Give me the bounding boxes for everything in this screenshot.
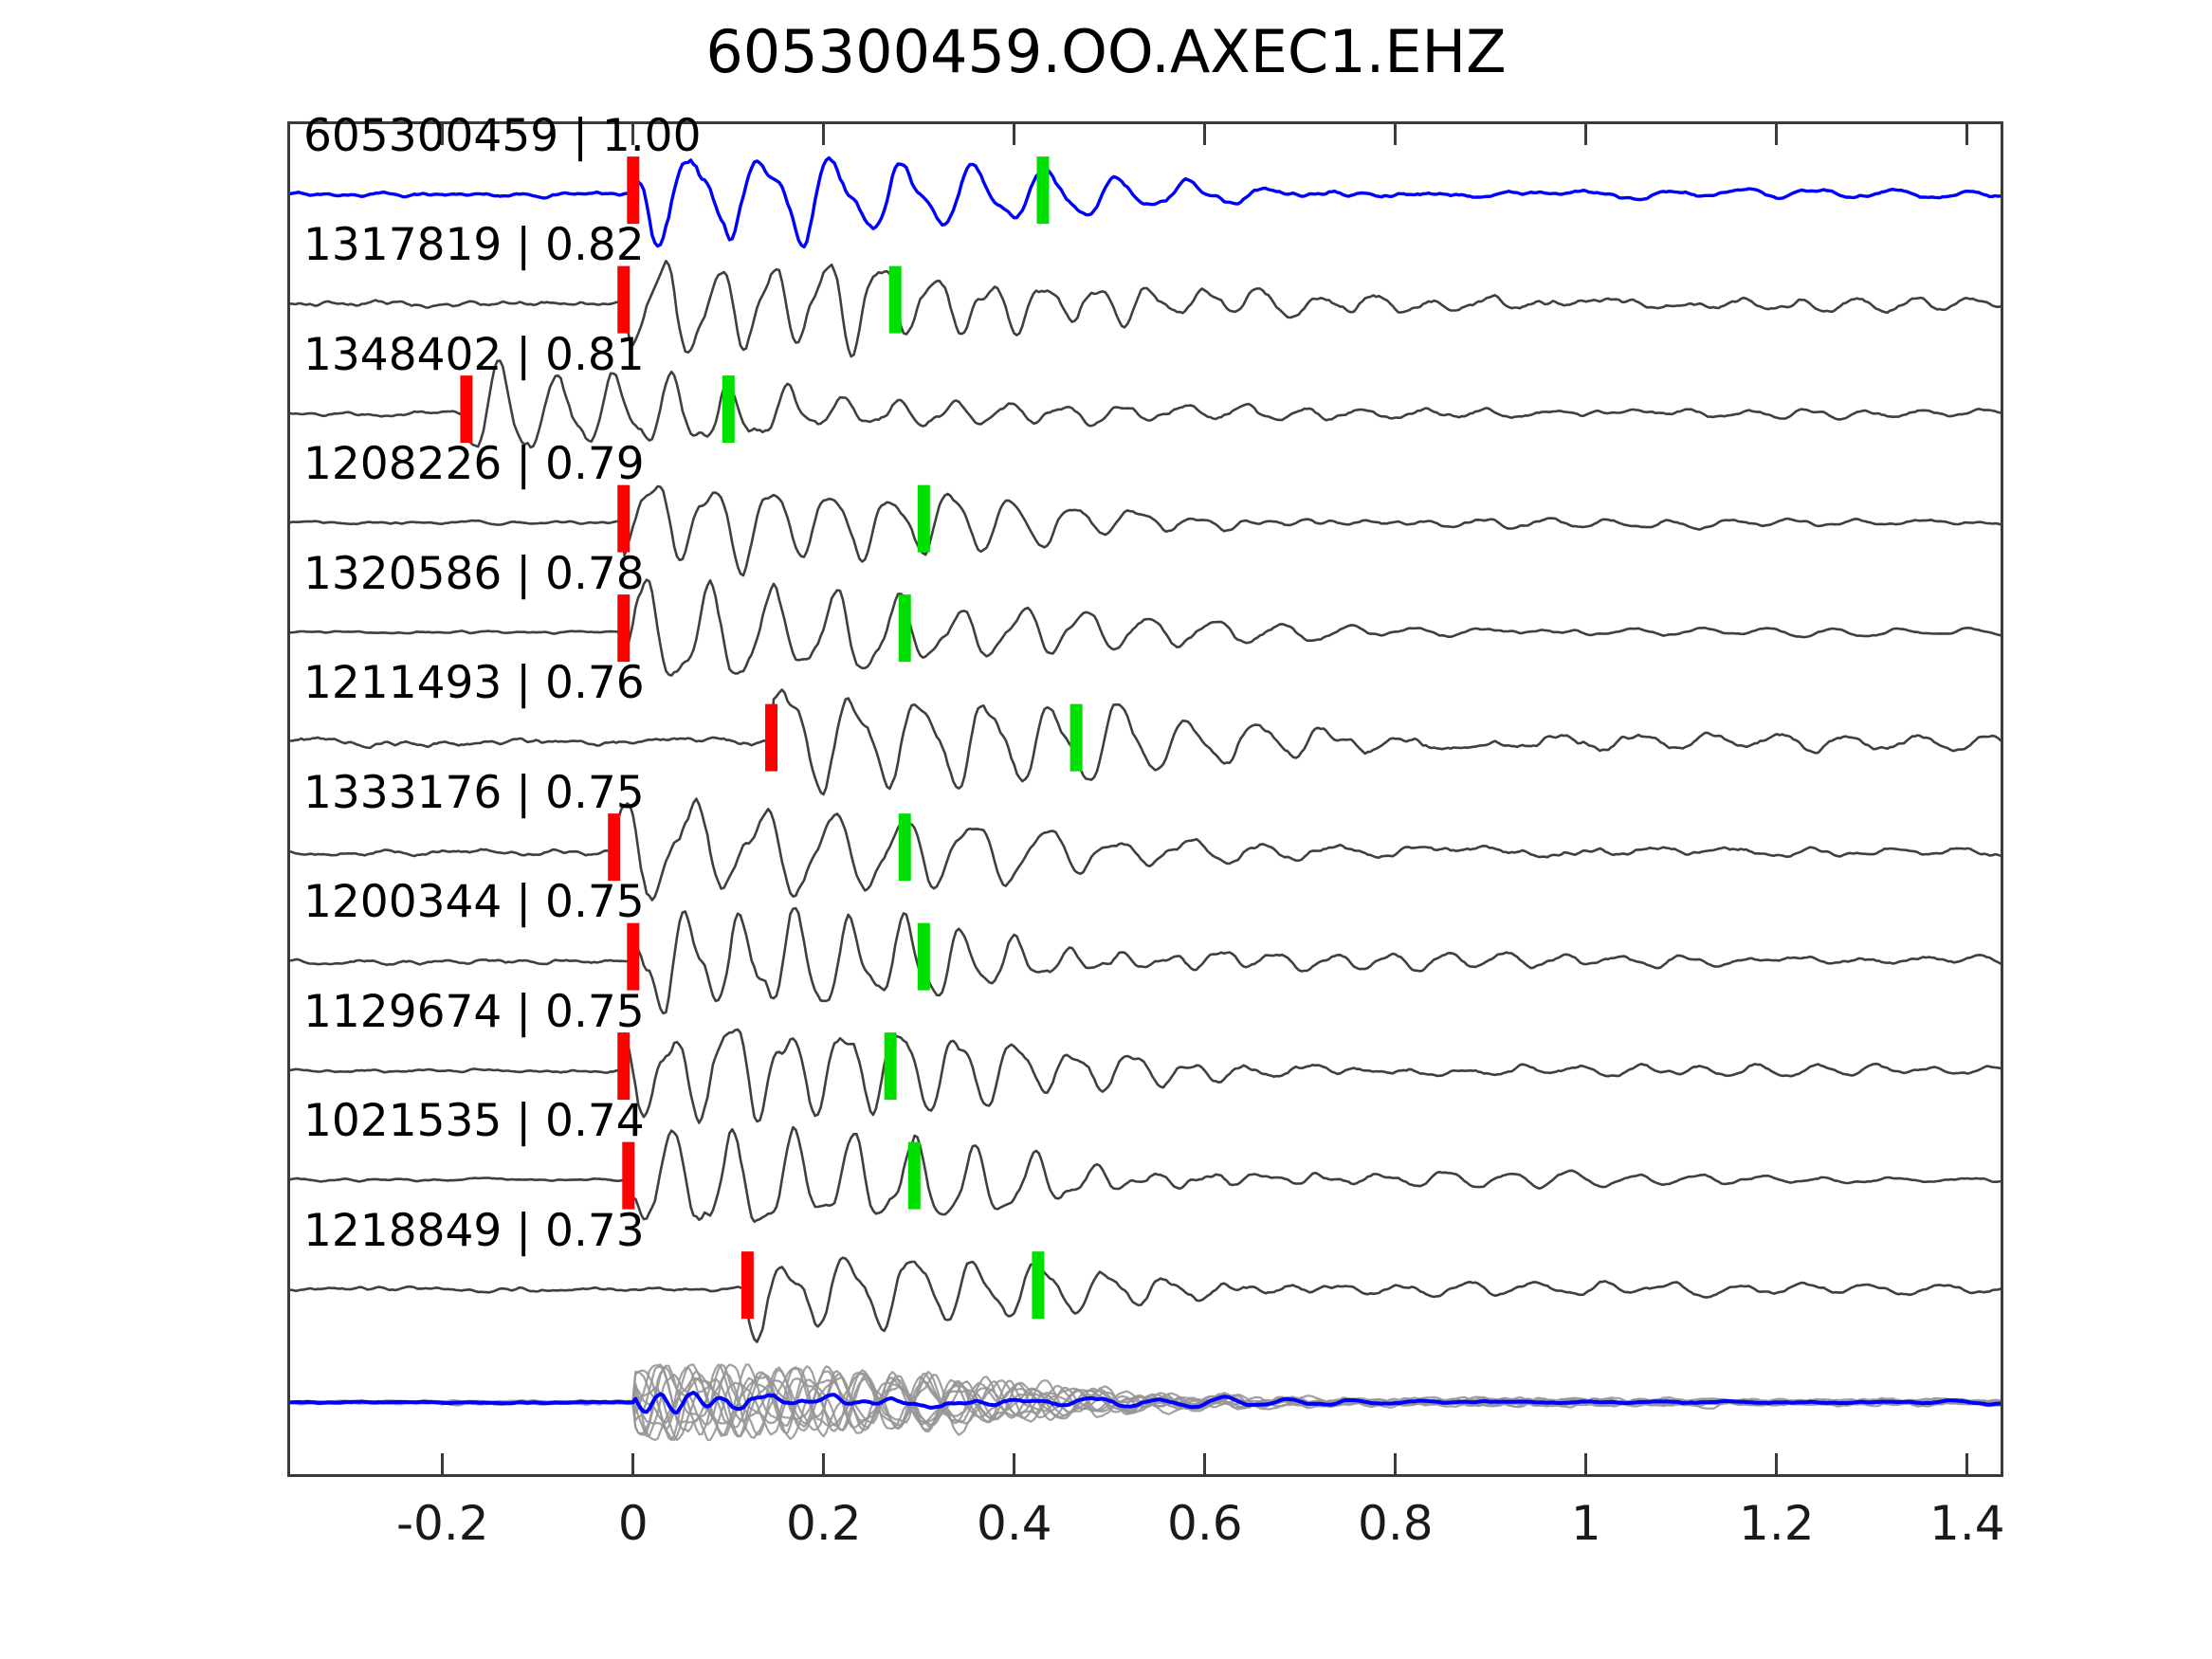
pick-marker-s (888, 265, 902, 334)
x-tick-top (1203, 124, 1207, 145)
x-tick-label: 0.2 (786, 1496, 862, 1551)
pick-marker-s (1032, 1251, 1045, 1320)
x-tick-top (822, 124, 826, 145)
waveform-path (290, 1256, 2001, 1343)
waveform-path (290, 359, 2001, 449)
pick-marker-s (917, 484, 930, 553)
waveform-path (290, 155, 2001, 249)
trace-label-1211493: 1211493 | 0.76 (303, 657, 645, 710)
pick-marker-p (622, 1141, 635, 1210)
plot-frame (287, 121, 2003, 1477)
trace-label-1317819: 1317819 | 0.82 (303, 219, 645, 272)
pick-marker-s (1069, 703, 1083, 772)
pick-marker-p (740, 1251, 754, 1320)
trace-label-605300459: 605300459 | 1.00 (303, 109, 702, 162)
x-tick-top (1394, 124, 1398, 145)
pick-marker-s (898, 813, 911, 882)
pick-marker-s (907, 1141, 921, 1210)
trace-label-1129674: 1129674 | 0.75 (303, 985, 645, 1038)
pick-marker-p (617, 484, 631, 553)
waveform-path (290, 1363, 2001, 1426)
waveform-path (290, 578, 2001, 677)
x-tick-bottom (1203, 1453, 1207, 1474)
trace-label-1208226: 1208226 | 0.79 (303, 438, 645, 491)
trace-label-1218849: 1218849 | 0.73 (303, 1204, 645, 1257)
x-tick-label: 1 (1570, 1496, 1601, 1551)
waveform-path (290, 1028, 2001, 1124)
x-tick-bottom (822, 1453, 826, 1474)
pick-marker-p (627, 156, 640, 225)
x-tick-label: 1.2 (1739, 1496, 1815, 1551)
pick-marker-s (884, 1032, 897, 1101)
pick-marker-s (1036, 156, 1050, 225)
pick-marker-s (722, 375, 735, 444)
waveform-path (290, 1125, 2001, 1223)
waveform-path (290, 688, 2001, 796)
x-tick-bottom (1394, 1453, 1398, 1474)
x-tick-label: 0.4 (977, 1496, 1052, 1551)
x-tick-top (1775, 124, 1779, 145)
waveform-path (290, 906, 2001, 1015)
pick-marker-s (917, 922, 930, 991)
x-tick-label: 0.8 (1358, 1496, 1434, 1551)
waveform-path (290, 797, 2001, 902)
pick-marker-p (617, 594, 631, 663)
pick-marker-p (765, 703, 778, 772)
x-tick-top (1013, 124, 1016, 145)
pick-marker-p (617, 265, 631, 334)
trace-label-1021535: 1021535 | 0.74 (303, 1095, 645, 1148)
x-tick-bottom (1775, 1453, 1779, 1474)
waveform-svg (290, 155, 2001, 1442)
x-tick-bottom (1584, 1453, 1588, 1474)
pick-marker-s (898, 594, 911, 663)
x-tick-top (631, 124, 635, 145)
waveform-path (290, 484, 2001, 577)
waveform-path (290, 260, 2001, 358)
x-tick-bottom (1013, 1453, 1016, 1474)
x-tick-bottom (441, 1453, 445, 1474)
x-tick-label: -0.2 (396, 1496, 489, 1551)
x-tick-top (441, 124, 445, 145)
trace-label-1348402: 1348402 | 0.81 (303, 328, 645, 381)
x-tick-label: 0 (617, 1496, 649, 1551)
page-title: 605300459.OO.AXEC1.EHZ (705, 17, 1507, 86)
pick-marker-p (608, 813, 621, 882)
plot-area (290, 124, 2001, 1474)
pick-marker-p (617, 1032, 631, 1101)
x-tick-label: 1.4 (1929, 1496, 2005, 1551)
waveform-path (290, 1391, 2001, 1415)
x-tick-bottom (631, 1453, 635, 1474)
x-tick-label: 0.6 (1167, 1496, 1243, 1551)
x-tick-bottom (1965, 1453, 1969, 1474)
trace-label-1320586: 1320586 | 0.78 (303, 547, 645, 600)
x-tick-top (1965, 124, 1969, 145)
pick-marker-p (627, 922, 640, 991)
x-tick-top (1584, 124, 1588, 145)
trace-label-1200344: 1200344 | 0.75 (303, 876, 645, 929)
waveform-path (290, 1371, 2001, 1442)
trace-label-1333176: 1333176 | 0.75 (303, 766, 645, 819)
pick-marker-p (460, 375, 473, 444)
